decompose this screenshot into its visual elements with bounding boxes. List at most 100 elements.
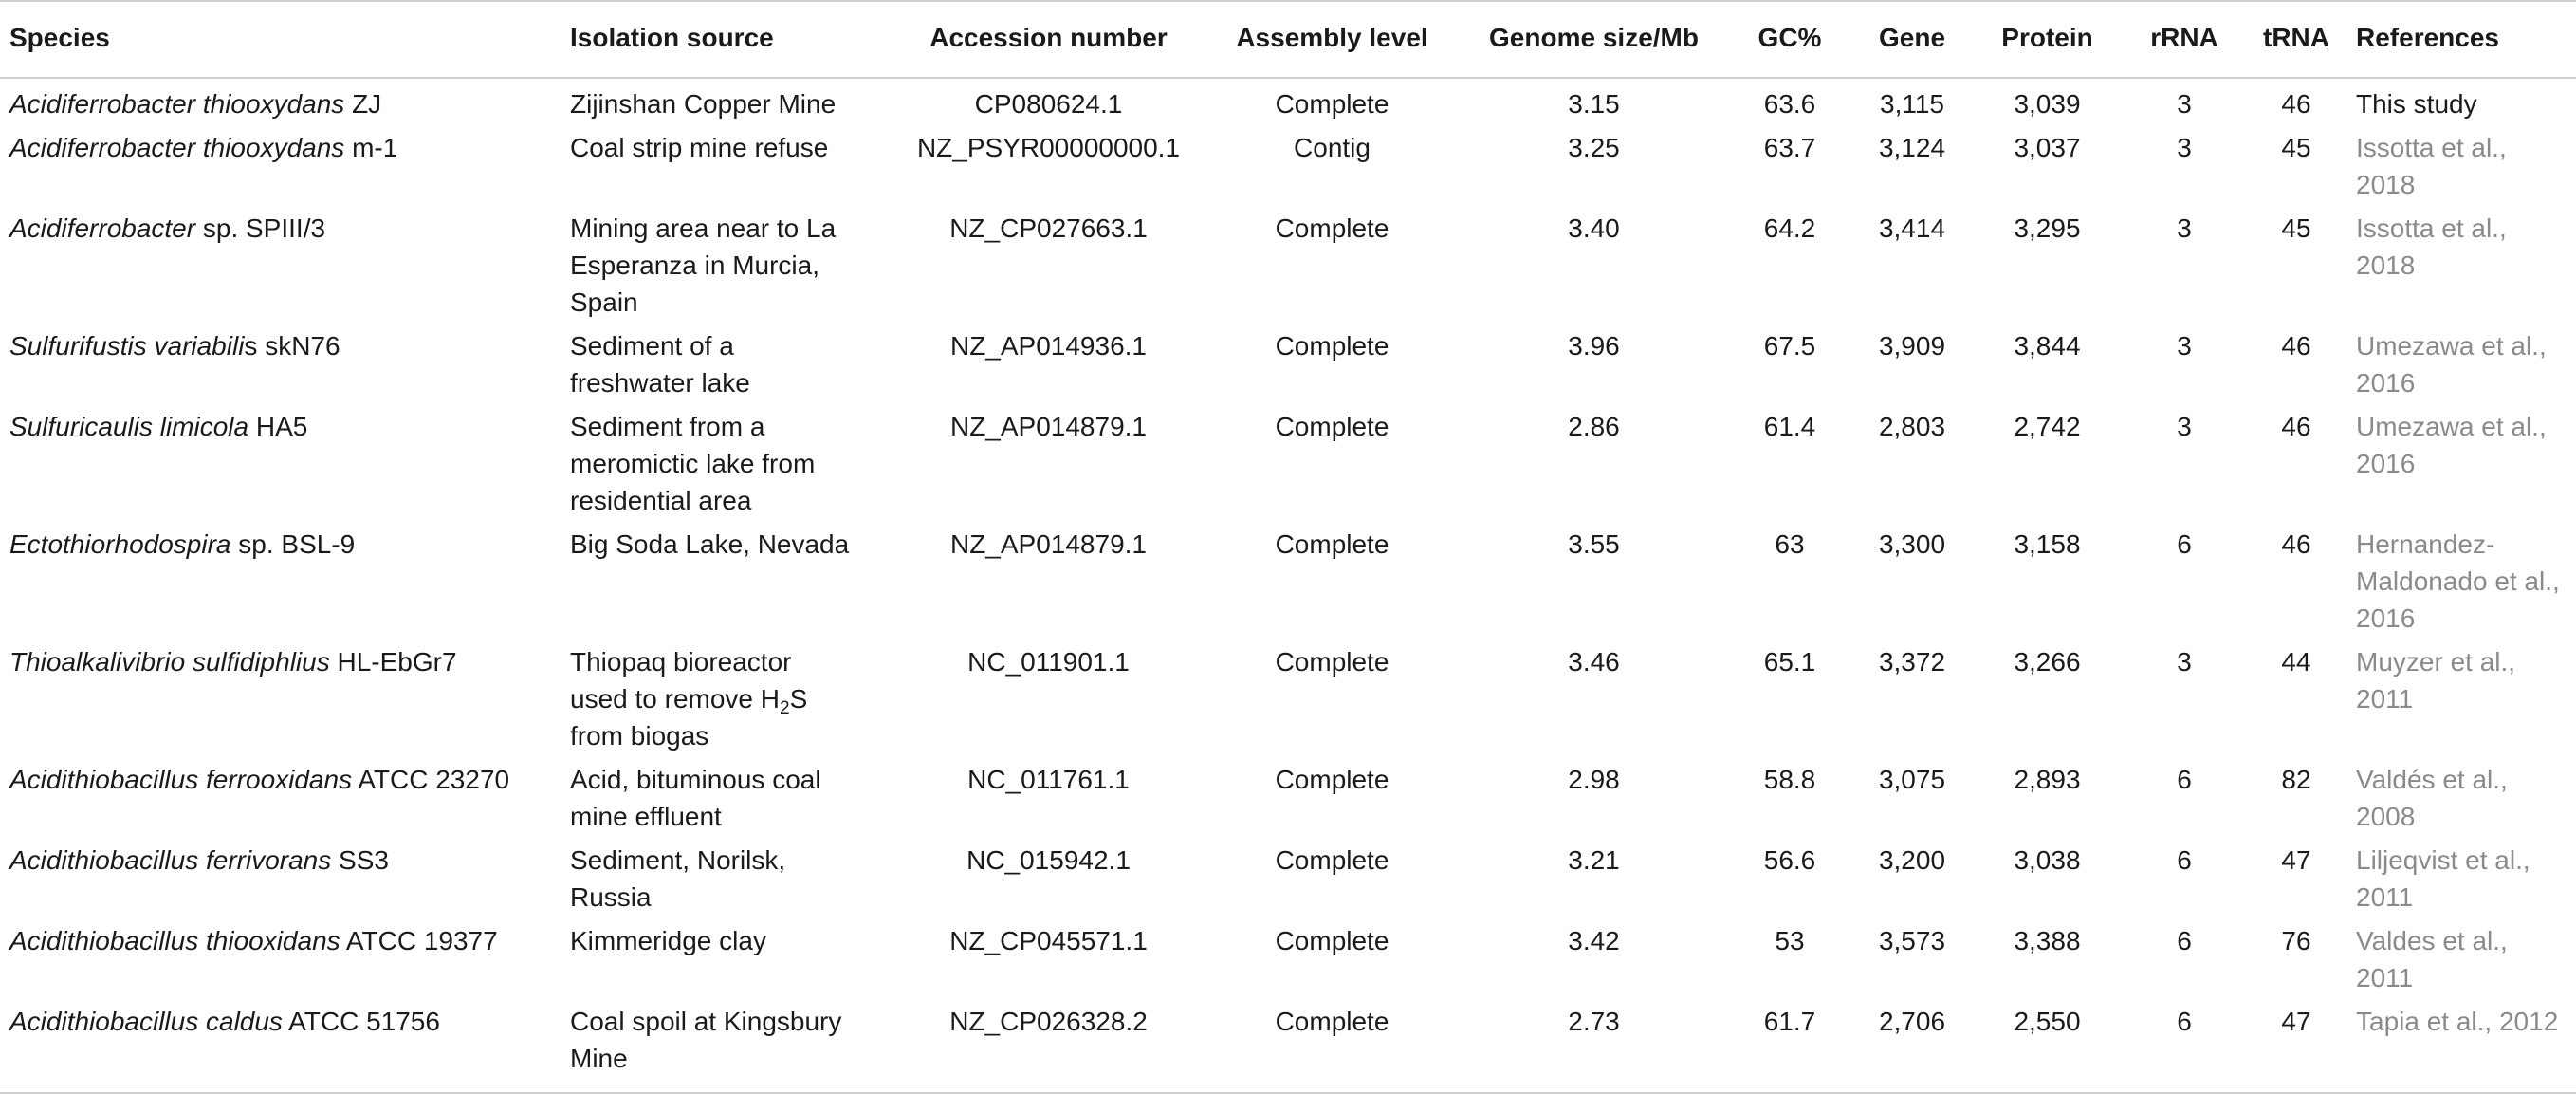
accession-number-cell: NZ_PSYR00000000.1 <box>916 133 1181 162</box>
genome-size-cell: 3.21 <box>1568 845 1620 875</box>
genome-size-cell: 3.25 <box>1568 133 1620 162</box>
protein-count-cell: 3,038 <box>2014 845 2081 875</box>
assembly-level-cell: Complete <box>1275 213 1389 243</box>
header-gene: Gene <box>1852 0 1968 79</box>
protein-count-cell: 3,039 <box>2014 89 2081 119</box>
trna-count-cell: 44 <box>2281 647 2311 677</box>
strain-suffix: ZJ <box>344 89 382 119</box>
header-rrna: rRNA <box>2123 0 2242 79</box>
isolation-source-cell: Sediment, Norilsk, Russia <box>570 845 786 912</box>
gc-percent-cell: 67.5 <box>1763 331 1816 361</box>
gene-count-cell: 3,372 <box>1878 647 1946 677</box>
species-cell: Sulfurifustis variabilis skN76 <box>0 321 561 401</box>
strain-suffix: HA5 <box>248 412 308 441</box>
species-name-italic: Acidithiobacillus thiooxidans <box>9 926 340 955</box>
assembly-level-cell: Complete <box>1275 529 1389 559</box>
species-name-italic: Thioalkalivibrio sulfidiphlius <box>9 647 330 677</box>
reference-cell: Tapia et al., 2012 <box>2346 996 2576 1094</box>
species-name-italic: Sulfuricaulis limicola <box>9 412 249 441</box>
gene-count-cell: 3,200 <box>1878 845 1946 875</box>
species-name-italic: Acidiferrobacter thiooxydans <box>9 133 345 162</box>
table-row: Acidithiobacillus ferrooxidans ATCC 2327… <box>0 754 2576 835</box>
trna-count-cell: 45 <box>2281 133 2311 162</box>
species-name-italic: Acidiferrobacter thiooxydans <box>9 89 345 119</box>
header-references: References <box>2346 0 2576 79</box>
reference-cell: Umezawa et al., 2016 <box>2356 331 2547 398</box>
header-isolation-source: Isolation source <box>561 0 893 79</box>
rrna-count-cell: 6 <box>2123 996 2242 1094</box>
rrna-count-cell: 6 <box>2177 765 2192 794</box>
genome-size-cell: 2.73 <box>1461 996 1723 1094</box>
gene-count-cell: 2,706 <box>1852 996 1968 1094</box>
species-cell: Acidiferrobacter sp. SPIII/3 <box>0 203 561 321</box>
species-cell: Acidiferrobacter thiooxydans ZJ <box>0 78 561 122</box>
reference-cell: This study <box>2356 89 2477 119</box>
accession-number-cell: NZ_CP045571.1 <box>949 926 1148 955</box>
gc-percent-cell: 63.7 <box>1763 133 1816 162</box>
assembly-level-cell: Complete <box>1275 647 1389 677</box>
isolation-source-cell: Mining area near to La Esperanza in Murci… <box>570 213 837 317</box>
rrna-count-cell: 3 <box>2177 89 2192 119</box>
protein-count-cell: 2,893 <box>2014 765 2081 794</box>
genome-size-cell: 3.15 <box>1568 89 1620 119</box>
species-cell: Sulfuricaulis limicola HA5 <box>0 401 561 519</box>
species-cell: Acidithiobacillus ferrivorans SS3 <box>0 835 561 916</box>
table-row: Acidiferrobacter thiooxydans m-1 Coal str… <box>0 122 2576 203</box>
isolation-source-cell: Sediment of a freshwater lake <box>570 331 750 398</box>
accession-number-cell: NC_011901.1 <box>967 647 1130 677</box>
strain-suffix: SS3 <box>331 845 389 875</box>
protein-count-cell: 3,388 <box>2014 926 2081 955</box>
species-name-italic: Sulfurifustis variabili <box>9 331 245 361</box>
genome-size-cell: 2.86 <box>1568 412 1620 441</box>
strain-suffix: sp. BSL-9 <box>230 529 356 559</box>
gc-percent-cell: 63 <box>1775 529 1805 559</box>
table-row: Acidithiobacillus thiooxidans ATCC 19377… <box>0 916 2576 996</box>
genome-size-cell: 3.46 <box>1568 647 1620 677</box>
gene-count-cell: 3,909 <box>1878 331 1946 361</box>
reference-cell: Valdes et al., 2011 <box>2356 926 2508 992</box>
accession-number-cell: NC_011761.1 <box>967 765 1130 794</box>
isolation-source-cell: Zijinshan Copper Mine <box>570 89 837 119</box>
species-cell: Acidiferrobacter thiooxydans m-1 <box>0 122 561 203</box>
species-cell: Acidithiobacillus caldus ATCC 51756 <box>0 996 561 1094</box>
gc-percent-cell: 56.6 <box>1763 845 1816 875</box>
strain-suffix: ATCC 19377 <box>340 926 498 955</box>
rrna-count-cell: 3 <box>2177 647 2192 677</box>
accession-number-cell: NC_015942.1 <box>966 845 1131 875</box>
table-row: Acidiferrobacter thiooxydans ZJ Zijinshan… <box>0 78 2576 122</box>
assembly-level-cell: Complete <box>1275 926 1389 955</box>
species-cell: Ectothiorhodospira sp. BSL-9 <box>0 519 561 637</box>
protein-count-cell: 3,266 <box>2014 647 2081 677</box>
accession-number-cell: NZ_CP026328.2 <box>893 996 1200 1094</box>
reference-cell: Liljeqvist et al., 2011 <box>2356 845 2530 912</box>
reference-cell: Umezawa et al., 2016 <box>2356 412 2547 478</box>
gene-count-cell: 3,414 <box>1878 213 1946 243</box>
table-row: Acidiferrobacter sp. SPIII/3 Mining area … <box>0 203 2576 321</box>
strain-suffix: ATCC 23270 <box>352 765 510 794</box>
gc-percent-cell: 65.1 <box>1763 647 1816 677</box>
reference-cell: Hernandez- Maldonado et al., 2016 <box>2356 529 2560 633</box>
header-trna: tRNA <box>2242 0 2346 79</box>
protein-count-cell: 3,037 <box>2014 133 2081 162</box>
accession-number-cell: NZ_AP014936.1 <box>949 331 1148 361</box>
gc-percent-cell: 58.8 <box>1763 765 1816 794</box>
species-name-italic: Ectothiorhodospira <box>9 529 231 559</box>
accession-number-cell: CP080624.1 <box>974 89 1123 119</box>
gene-count-cell: 3,300 <box>1878 529 1946 559</box>
header-protein: Protein <box>1968 0 2123 79</box>
species-name-italic: Acidithiobacillus caldus <box>9 1007 283 1036</box>
accession-number-cell: NZ_AP014879.1 <box>949 529 1148 559</box>
accession-number-cell: NZ_AP014879.1 <box>949 412 1148 441</box>
trna-count-cell: 47 <box>2242 996 2346 1094</box>
isolation-source-cell: Big Soda Lake, Nevada <box>570 529 850 559</box>
rrna-count-cell: 3 <box>2177 331 2192 361</box>
rrna-count-cell: 3 <box>2177 213 2192 243</box>
rrna-count-cell: 6 <box>2177 926 2192 955</box>
header-genome-size: Genome size/Mb <box>1461 0 1723 79</box>
header-assembly-level: Assembly level <box>1200 0 1461 79</box>
genome-size-cell: 3.55 <box>1568 529 1620 559</box>
trna-count-cell: 45 <box>2281 213 2311 243</box>
trna-count-cell: 46 <box>2281 529 2311 559</box>
table-row: Acidithiobacillus ferrivorans SS3 Sedimen… <box>0 835 2576 916</box>
